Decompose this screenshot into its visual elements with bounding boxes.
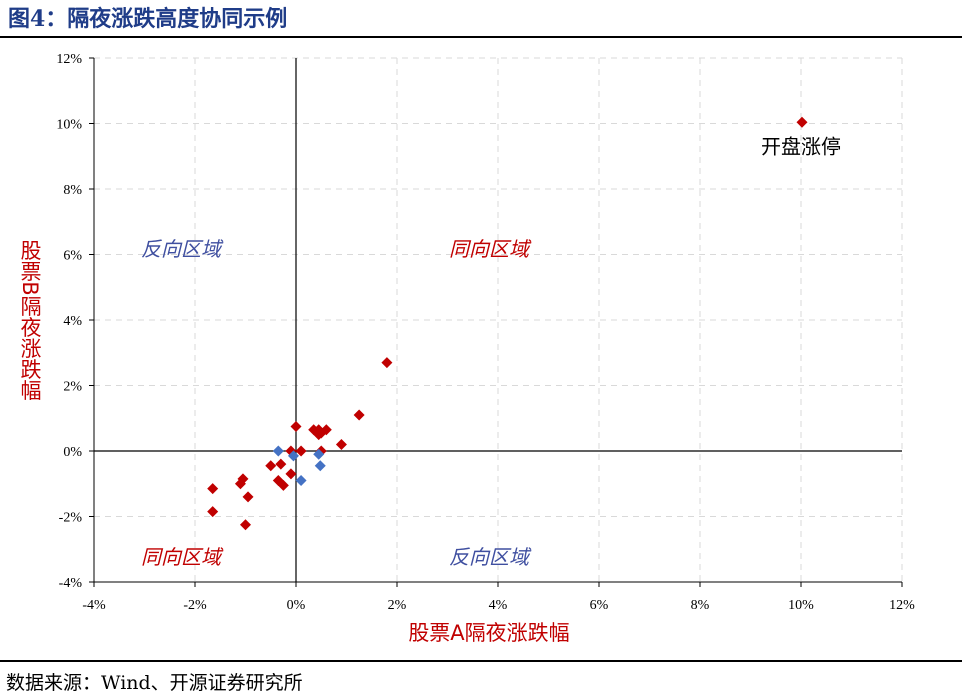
- data-point-red: [796, 116, 808, 128]
- gridlines: [93, 57, 903, 583]
- data-point-red: [353, 409, 365, 421]
- source-note: 数据来源：Wind、开源证券研究所: [6, 672, 303, 694]
- bottom-rule: [0, 660, 962, 662]
- data-point-red: [285, 468, 297, 480]
- region-label-bottom-left: 同向区域: [141, 545, 224, 569]
- data-point-blue: [314, 460, 326, 472]
- x-tick-label: -2%: [183, 598, 207, 613]
- data-point-blue: [272, 445, 284, 457]
- data-point-blue: [313, 448, 325, 460]
- data-point-blue: [295, 474, 307, 486]
- annotation-limit-up: 开盘涨停: [761, 135, 841, 159]
- y-tick-label: 2%: [63, 380, 82, 395]
- y-tick-label: 12%: [56, 52, 82, 67]
- x-tick-label: 6%: [590, 598, 609, 613]
- x-tick-label: -4%: [82, 598, 106, 613]
- x-tick-label: 8%: [691, 598, 710, 613]
- data-point-red: [290, 420, 302, 432]
- scatter-chart: -4% -2% 0% 2% 4% 6% 8% 10% 12% -4% -2% 0% 2% 4% 6% 8% 10…: [18, 52, 915, 645]
- data-point-blue: [287, 450, 299, 462]
- region-label-bottom-right: 反向区域: [449, 545, 532, 569]
- x-axis-title: 股票A隔夜涨跌幅: [408, 621, 569, 645]
- x-tick-label: 4%: [489, 598, 508, 613]
- region-label-top-left: 反向区域: [141, 237, 224, 261]
- y-tick-label: 0%: [63, 445, 82, 460]
- y-tick-label: 8%: [63, 183, 82, 198]
- x-tick-label: 10%: [788, 598, 814, 613]
- x-tick-label: 2%: [388, 598, 407, 613]
- data-point-red: [234, 478, 246, 490]
- y-tick-label: 4%: [63, 314, 82, 329]
- data-point-red: [240, 519, 251, 531]
- data-points: [207, 116, 808, 531]
- data-point-red: [313, 429, 325, 441]
- data-point-red: [242, 491, 254, 503]
- y-tick-label: -2%: [59, 511, 83, 526]
- data-point-red: [265, 460, 277, 472]
- y-axis-title: 股票B隔夜涨跌幅: [18, 239, 42, 401]
- x-tick-label: 0%: [287, 598, 306, 613]
- y-tick-label: -4%: [59, 576, 83, 591]
- top-rule-accent: [940, 36, 962, 38]
- data-point-red: [275, 458, 287, 470]
- data-point-red: [295, 445, 307, 457]
- figure-title: 图4：隔夜涨跌高度协同示例: [8, 6, 288, 32]
- top-rule: [0, 36, 962, 38]
- data-point-red: [381, 357, 393, 369]
- tick-labels: -4% -2% 0% 2% 4% 6% 8% 10% 12% -4% -2% 0% 2% 4% 6% 8% 10…: [56, 52, 915, 613]
- data-point-red: [207, 506, 219, 518]
- axes: [89, 57, 903, 587]
- y-tick-label: 10%: [56, 118, 82, 133]
- data-point-red: [335, 438, 347, 450]
- data-point-red: [277, 479, 289, 491]
- x-tick-label: 12%: [889, 598, 915, 613]
- y-tick-label: 6%: [63, 249, 82, 264]
- data-point-red: [207, 483, 219, 495]
- region-label-top-right: 同向区域: [449, 237, 532, 261]
